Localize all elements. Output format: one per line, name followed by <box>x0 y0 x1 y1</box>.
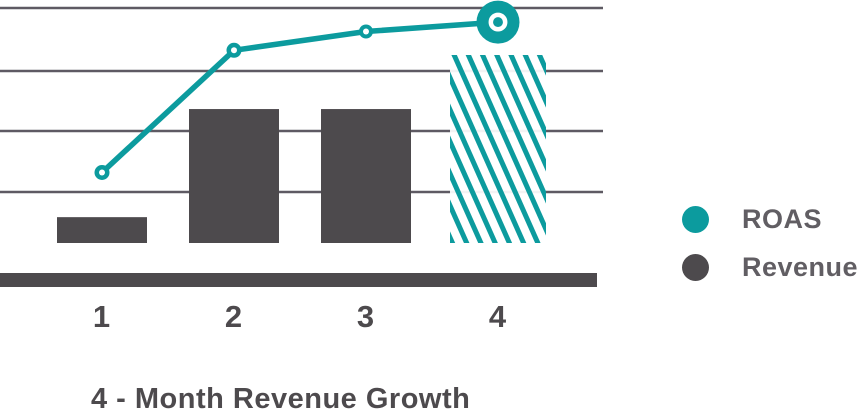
roas-legend-label: ROAS <box>742 203 823 234</box>
x-axis-label-2: 2 <box>224 299 244 334</box>
revenue-bar-month-1 <box>57 217 147 243</box>
legend-item-roas: ROAS <box>682 203 866 234</box>
roas-line <box>99 19 501 176</box>
x-axis-label-3: 3 <box>356 299 376 334</box>
revenue-bar-month-4-hatched <box>450 55 546 243</box>
x-axis-baseline <box>0 273 597 287</box>
roas-point-3-core <box>363 28 369 35</box>
roas-point-4-ring <box>488 12 508 32</box>
chart-title: 4 - Month Revenue Growth <box>91 383 471 415</box>
roas-legend-dot-icon <box>682 205 709 233</box>
roas-point-2-core <box>231 47 237 54</box>
legend-item-revenue: Revenue <box>682 251 866 282</box>
x-axis-label-1: 1 <box>92 299 112 334</box>
revenue-bar-month-3 <box>321 109 411 243</box>
roas-point-4 <box>476 0 520 44</box>
roas-point-1-core <box>99 169 105 176</box>
revenue-legend-label: Revenue <box>742 251 859 282</box>
revenue-bar-month-2 <box>189 109 279 243</box>
x-axis-label-4: 4 <box>488 299 508 334</box>
revenue-legend-dot-icon <box>682 253 709 281</box>
legend: ROAS Revenue <box>682 203 866 301</box>
